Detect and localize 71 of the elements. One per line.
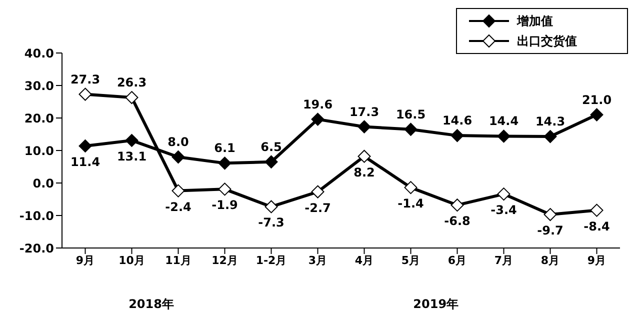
point (311, 185, 324, 198)
data-label: -1.9 (212, 198, 238, 212)
y-tick-label: 20.0 (24, 111, 54, 126)
x-tick-label: 10月 (118, 254, 145, 267)
y-tick-label: 10.0 (24, 144, 54, 158)
data-label: 8.0 (168, 135, 189, 149)
data-label: 17.3 (349, 104, 380, 119)
point (264, 200, 278, 214)
point (172, 150, 185, 164)
point (404, 181, 418, 194)
x-tick-label: 4月 (354, 254, 374, 267)
y-tick-label: 0.0 (32, 176, 54, 190)
data-label: 6.1 (214, 141, 236, 156)
data-label: -2.4 (165, 200, 192, 214)
point (404, 122, 418, 136)
data-label: 21.0 (582, 92, 612, 107)
point (497, 130, 510, 143)
data-label: 19.6 (302, 97, 333, 112)
point (125, 134, 138, 147)
point (78, 88, 92, 101)
x-tick-label: 6月 (448, 254, 467, 267)
data-label: -8.4 (584, 219, 610, 234)
point (218, 182, 232, 196)
point (450, 129, 464, 142)
data-label: 27.3 (70, 72, 100, 86)
x-tick-label: 11月 (165, 254, 192, 267)
data-label: 11.4 (70, 154, 100, 169)
point (450, 198, 464, 212)
data-label: -6.8 (444, 214, 470, 228)
text: 2019年 (412, 296, 460, 313)
data-label: 6.5 (260, 140, 282, 154)
point (590, 204, 604, 217)
point (544, 130, 557, 144)
data-label: 16.5 (396, 107, 426, 122)
text: 2018年 (128, 296, 175, 313)
data-label: -7.3 (258, 216, 284, 230)
x-tick-label: 9月 (76, 254, 95, 267)
data-label: -3.4 (490, 203, 517, 218)
legend-label: 出口交货值 (517, 32, 577, 50)
point (358, 150, 371, 163)
x-tick-label: 5月 (401, 254, 420, 267)
point (311, 112, 324, 126)
x-tick-label: 3月 (308, 254, 328, 267)
point (264, 155, 278, 168)
point (497, 188, 510, 201)
point (78, 139, 92, 152)
point (544, 208, 557, 222)
point (172, 184, 185, 198)
data-label: 13.1 (116, 149, 147, 164)
data-label: -2.7 (304, 200, 331, 215)
legend-label: 增加值 (517, 12, 553, 30)
data-label: 26.3 (116, 76, 147, 90)
point (358, 120, 371, 134)
y-tick-label: 30.0 (24, 78, 54, 93)
data-label: 14.3 (535, 114, 566, 129)
data-label: 8.2 (354, 165, 375, 180)
y-tick-label: 40.0 (24, 46, 54, 60)
point (590, 108, 604, 122)
data-label: -1.4 (398, 196, 424, 211)
x-tick-label: 12月 (212, 254, 238, 267)
y-tick-label: -10.0 (19, 208, 54, 223)
x-tick-label: 8月 (540, 254, 560, 267)
point (218, 156, 232, 170)
x-tick-label: 1-2月 (256, 254, 287, 267)
data-label: 14.6 (442, 114, 472, 128)
x-tick-label: 9月 (587, 254, 606, 267)
data-label: -9.7 (537, 224, 564, 238)
x-tick-label: 7月 (494, 254, 514, 267)
data-label: 14.4 (488, 114, 519, 128)
point (125, 91, 138, 104)
y-tick-label: -20.0 (19, 241, 54, 256)
